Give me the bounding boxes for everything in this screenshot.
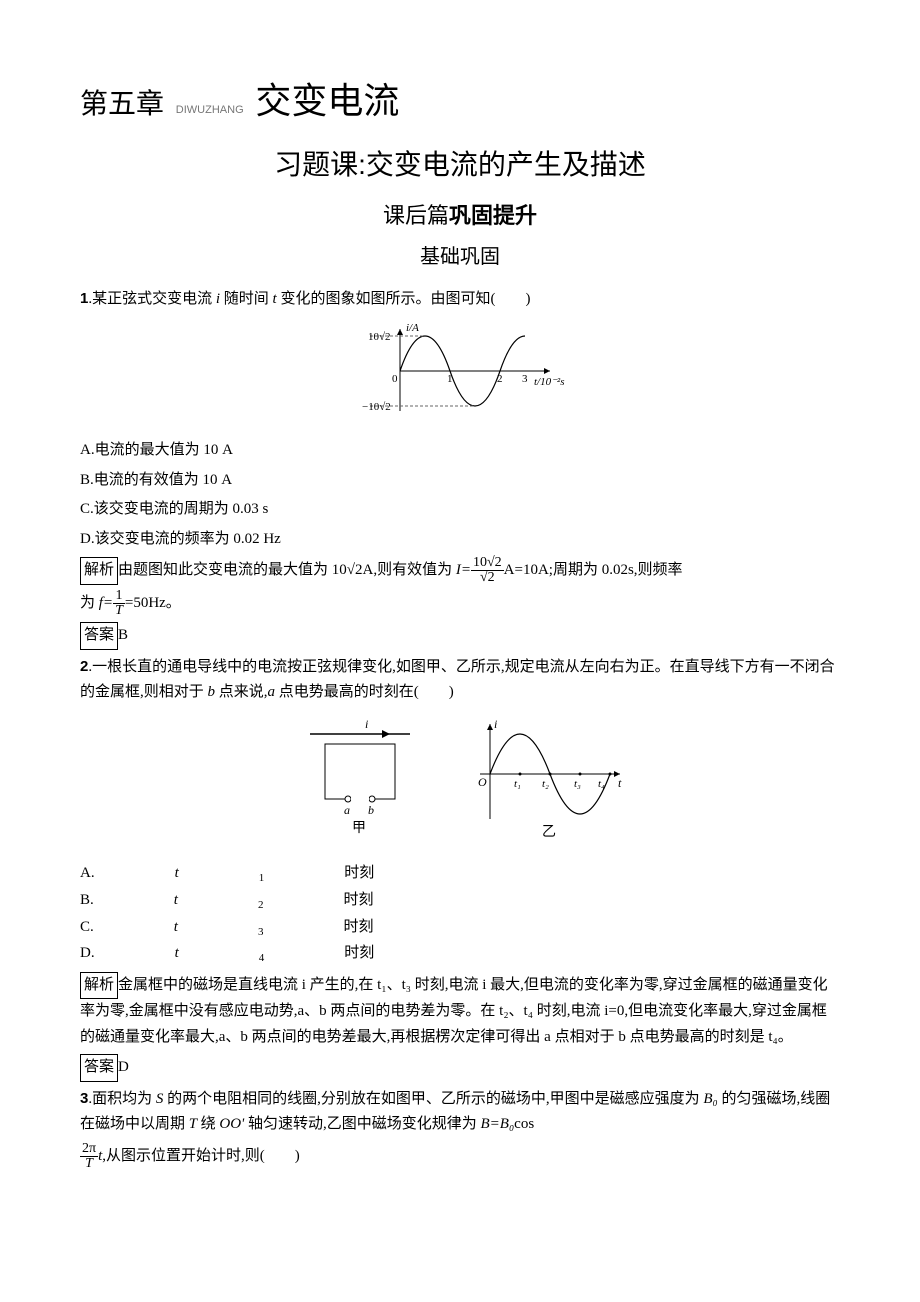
q1-chart-x1: 1 [447, 373, 453, 385]
q1-chart: i/A 0 1 2 3 t/10⁻²s 10√2 −10√2 [80, 321, 840, 431]
section-title-prefix: 课后篇 [383, 203, 449, 228]
q3-g: ,从图示位置开始计时,则( ) [102, 1148, 300, 1164]
q3-e: 轴匀速转动,乙图中磁场变化规律为 [248, 1116, 477, 1132]
q2-chart-origin: O [478, 775, 487, 789]
q3-stem: 3.面积均为 S 的两个电阻相同的线圈,分别放在如图甲、乙所示的磁场中,甲图中是… [80, 1086, 840, 1138]
q2-t4: t₄ [598, 778, 605, 790]
q3-frac-num: 2π [80, 1142, 98, 1157]
analysis-label: 解析 [80, 557, 118, 585]
q2-stem: 2.一根长直的通电导线中的电流按正弦规律变化,如图甲、乙所示,规定电流从左向右为… [80, 654, 840, 706]
q3-B0: B₀ [700, 1091, 722, 1107]
q2-analysis-text: 金属框中的磁场是直线电流 i 产生的,在 t₁、t₃ 时刻,电流 i 最大,但电… [80, 977, 828, 1045]
q1-var-t: t [269, 291, 281, 307]
q3-B: B=B₀ [477, 1116, 514, 1132]
sqrt2-a: √2 [347, 562, 363, 578]
analysis-label-2: 解析 [80, 972, 118, 1000]
q1-analysis: 解析由题图知此交变电流的最大值为 10√2A,则有效值为 I=10√2√2A=1… [80, 556, 840, 585]
q1-ana-d: 为 [80, 595, 95, 611]
section-title-bold: 巩固提升 [449, 203, 537, 228]
q2-optC: C.t3时刻 [80, 915, 453, 942]
chapter-prefix: 第五章 [80, 88, 164, 119]
q2-var-b: b [204, 684, 219, 700]
q1-chart-ymax: 10√2 [368, 331, 391, 343]
q1-frac1: 10√2√2 [471, 556, 504, 585]
q2-fig-b: b [368, 803, 374, 817]
section-title: 课后篇巩固提升 [80, 197, 840, 234]
q1-ana-b: A,则有效值为 [363, 562, 453, 578]
q3-d: 绕 [201, 1116, 216, 1132]
q1-optD: D.该交变电流的频率为 0.02 Hz [80, 527, 840, 553]
q2-optA: A.t1时刻 [80, 861, 454, 888]
q1-chart-ymin: −10√2 [362, 401, 391, 413]
answer-label: 答案 [80, 622, 118, 650]
q3-frac-den: T [80, 1157, 98, 1171]
q1-frac1-den: √2 [471, 571, 504, 585]
q2-answer: 答案D [80, 1054, 840, 1082]
q1-chart-x2: 2 [497, 373, 503, 385]
q1-stem-a: .某正弦式交变电流 [88, 291, 212, 307]
q1-ana-f: f= [95, 595, 113, 611]
q1-chart-x3: 3 [522, 373, 528, 385]
q3-OO: OO' [216, 1116, 248, 1132]
q2-t2: t₂ [542, 778, 549, 790]
q1-ana-i: I= [452, 562, 471, 578]
q1-frac2-den: T [113, 604, 125, 618]
q1-optB: B.电流的有效值为 10 A [80, 468, 840, 494]
q2-chart-xlabel: t [618, 776, 622, 790]
q1-stem: 1.某正弦式交变电流 i 随时间 t 变化的图象如图所示。由图可知( ) [80, 286, 840, 313]
chapter-main-title: 交变电流 [255, 80, 399, 121]
q2-var-a: a [268, 684, 279, 700]
q1-chart-xlabel: t/10⁻²s [534, 376, 565, 388]
q3-T: T [185, 1116, 201, 1132]
q1-frac2: 1T [113, 589, 125, 618]
subsection-title: 基础巩固 [80, 240, 840, 274]
q2-options: A.t1时刻 B.t2时刻 C.t3时刻 D.t4时刻 [80, 861, 840, 968]
q3-stem-2: 2πTt,从图示位置开始计时,则( ) [80, 1142, 840, 1171]
q2-analysis: 解析金属框中的磁场是直线电流 i 产生的,在 t₁、t₃ 时刻,电流 i 最大,… [80, 972, 840, 1051]
q1-ana-e: =50Hz。 [125, 595, 181, 611]
q1-optA: A.电流的最大值为 10 A [80, 438, 840, 464]
q1-frac1-num: 10√2 [471, 556, 504, 571]
q2-chart-ylabel: i [494, 717, 497, 731]
q1-frac2-num: 1 [113, 589, 125, 604]
q3-b: 的两个电阻相同的线圈,分别放在如图甲、乙所示的磁场中,甲图中是磁感应强度为 [167, 1091, 700, 1107]
q1-optC: C.该交变电流的周期为 0.03 s [80, 497, 840, 523]
q2-jia-label: 甲 [352, 821, 366, 836]
q2-answer-val: D [118, 1059, 129, 1075]
q2-stem-c: 点电势最高的时刻在( ) [279, 684, 454, 700]
lesson-subtitle: 习题课:交变电流的产生及描述 [80, 141, 840, 189]
q3-frac: 2πT [80, 1142, 98, 1171]
q1-ana-c: A=10A;周期为 0.02s,则频率 [504, 562, 683, 578]
q2-stem-a: .一根长直的通电导线中的电流按正弦规律变化,如图甲、乙所示,规定电流从左向右为正… [80, 659, 835, 701]
q1-answer: 答案B [80, 622, 840, 650]
q1-chart-x0: 0 [392, 373, 398, 385]
q2-yi-label: 乙 [542, 824, 556, 840]
q2-optD: D.t4时刻 [80, 941, 454, 968]
q3-a: .面积均为 [88, 1091, 152, 1107]
chapter-title: 第五章 DIWUZHANG 交变电流 [80, 70, 840, 131]
q1-analysis-2: 为 f=1T=50Hz。 [80, 589, 840, 618]
q1-stem-b: 随时间 [224, 291, 269, 307]
q1-stem-c: 变化的图象如图所示。由图可知( ) [280, 291, 530, 307]
q2-fig-a: a [344, 803, 350, 817]
q2-stem-b: 点来说, [219, 684, 268, 700]
q1-var-i: i [212, 291, 224, 307]
q2-figure: i a b 甲 i O t₁ t₂ t₃ t₄ t 乙 [80, 714, 840, 854]
q2-optB: B.t2时刻 [80, 888, 453, 915]
answer-label-2: 答案 [80, 1054, 118, 1082]
q2-t3: t₃ [574, 778, 581, 790]
q1-ana-a: 由题图知此交变电流的最大值为 10 [118, 562, 347, 578]
q3-f: cos [514, 1116, 534, 1132]
q2-fig-i: i [365, 717, 368, 731]
q1-answer-val: B [118, 627, 128, 643]
q1-chart-ylabel: i/A [406, 322, 419, 334]
q2-t1: t₁ [514, 778, 521, 790]
q3-S: S [152, 1091, 167, 1107]
chapter-pinyin: DIWUZHANG [176, 104, 244, 116]
